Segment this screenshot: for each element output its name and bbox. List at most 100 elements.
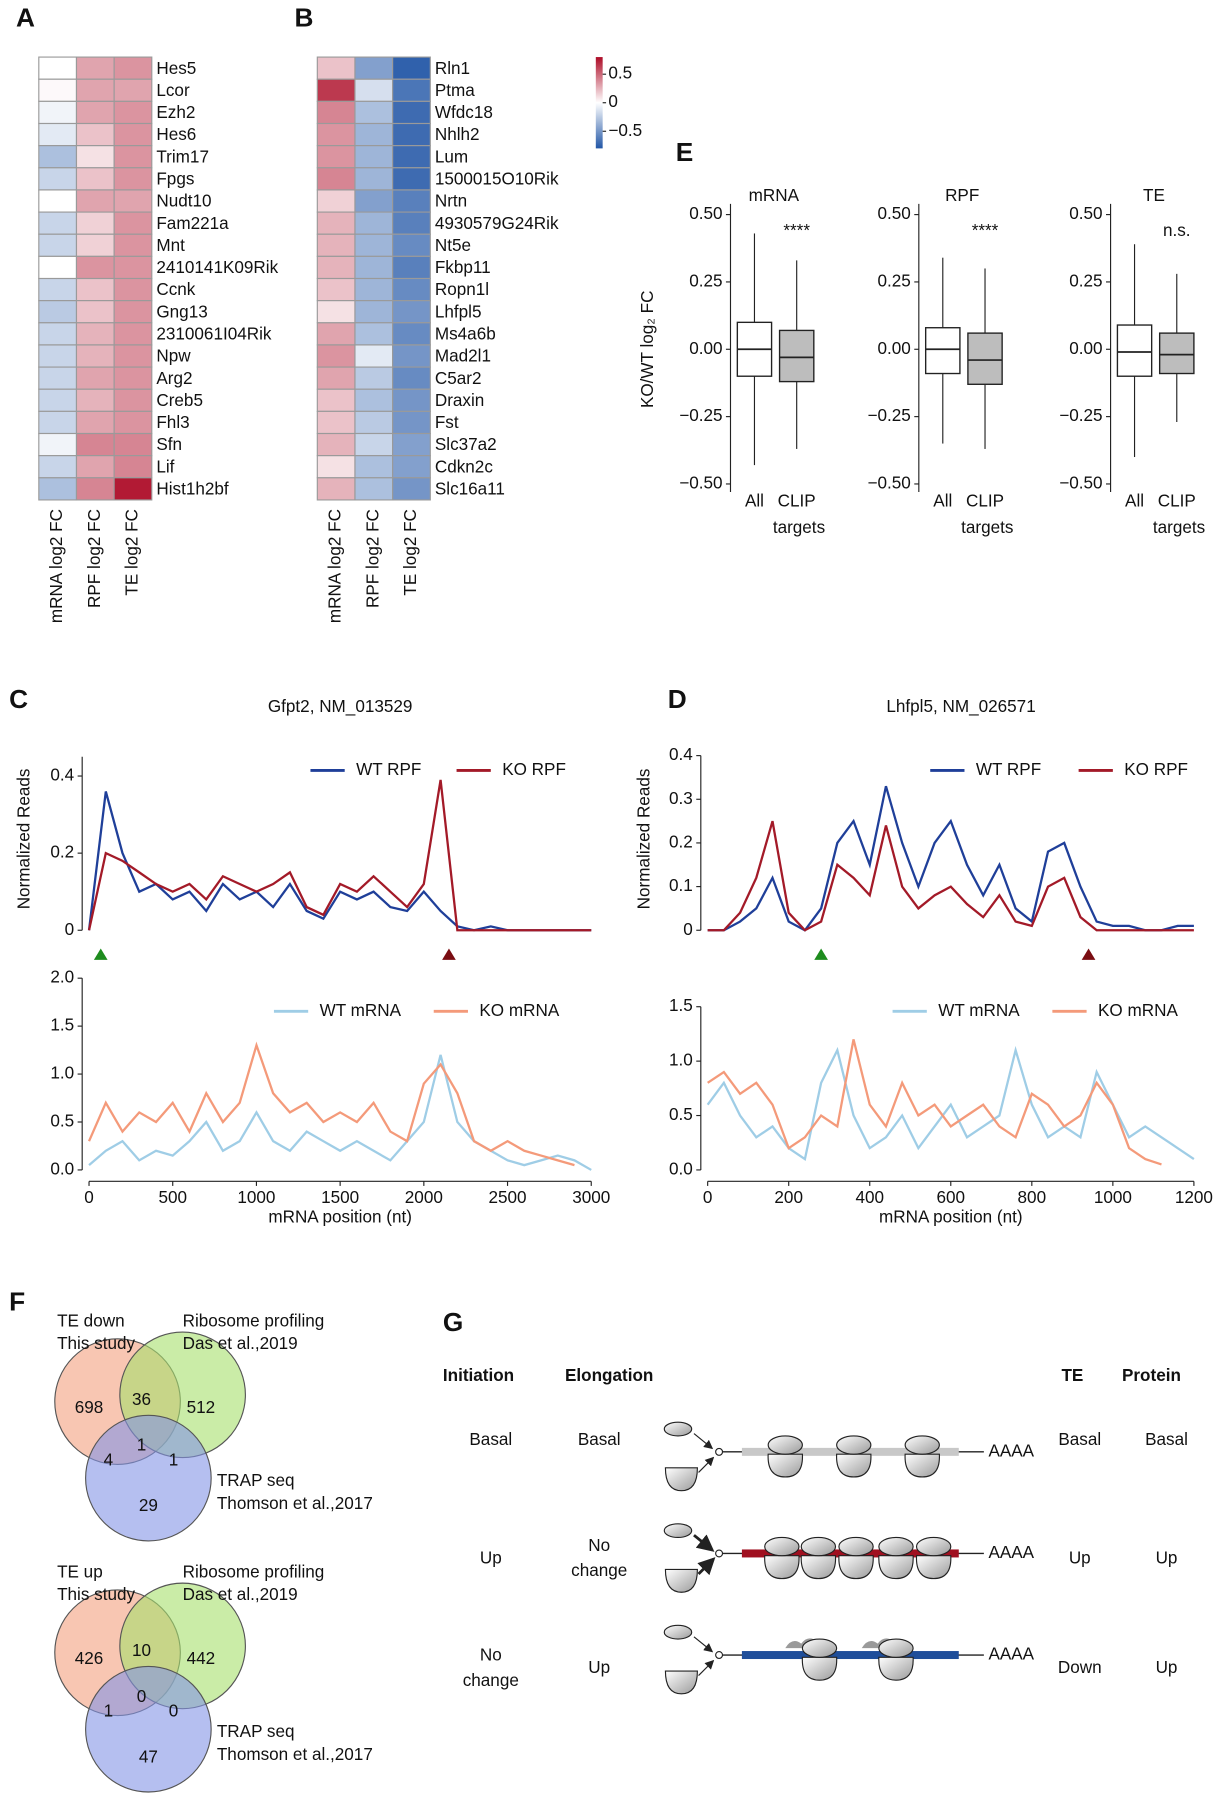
heat-cell — [392, 233, 431, 257]
series-line — [707, 1039, 1162, 1166]
cell-text: Up — [480, 1549, 502, 1568]
heat-cell — [316, 366, 356, 390]
heat-cell — [38, 432, 78, 457]
heat-cell — [38, 167, 78, 191]
panel-label: E — [676, 137, 694, 167]
heat-cell — [354, 455, 394, 479]
heat-cell — [113, 322, 153, 346]
panel-label: F — [9, 1286, 25, 1316]
venn-set — [85, 1414, 212, 1542]
cell-text: Basal — [469, 1430, 512, 1449]
cap — [715, 1447, 724, 1456]
heat-cell — [38, 100, 78, 125]
venn-count: 0 — [169, 1702, 179, 1721]
heat-cell — [354, 78, 394, 102]
arrow — [698, 1659, 715, 1676]
box — [924, 327, 961, 375]
heat-cell — [316, 145, 356, 169]
y-tick-label: 0.50 — [878, 204, 911, 223]
row-label: Nudt10 — [156, 192, 211, 211]
x-tick-label: 600 — [937, 1188, 966, 1207]
venn-set-label: This study — [57, 1585, 135, 1604]
arrow — [698, 1456, 715, 1473]
heat-cell — [75, 100, 115, 125]
heat-cell — [75, 56, 115, 80]
heat-cell — [38, 388, 78, 412]
ribosome-large — [767, 1453, 803, 1478]
free-large-subunit — [664, 1568, 698, 1593]
y-tick-label: 2.0 — [50, 968, 74, 987]
row-label: Fkbp11 — [435, 258, 491, 277]
series-line — [707, 785, 1194, 932]
x-tick-label: CLIP — [778, 492, 816, 511]
row-label: Nhlh2 — [435, 125, 480, 144]
y-axis-label: Normalized Reads — [634, 769, 653, 910]
heat-cell — [392, 189, 431, 213]
codon-marker — [442, 948, 456, 960]
panel-label: B — [294, 2, 313, 32]
x-tick-label: 500 — [158, 1188, 187, 1207]
y-tick-label: 0.50 — [1069, 204, 1102, 223]
row-label: 1500015O10Rik — [435, 170, 559, 189]
heat-cell — [113, 100, 153, 125]
panel-label: G — [443, 1307, 463, 1337]
free-large-subunit — [664, 1467, 698, 1492]
row-label: Fst — [435, 413, 459, 432]
row-label: Npw — [156, 347, 191, 366]
x-tick-label: 800 — [1018, 1188, 1047, 1207]
heat-cell — [316, 322, 356, 346]
legend-label: WT RPF — [976, 760, 1041, 779]
heat-cell — [392, 78, 431, 102]
heat-cell — [75, 78, 115, 102]
cell-text: Basal — [1145, 1430, 1188, 1449]
heat-cell — [113, 233, 153, 257]
x-tick-label: 0 — [703, 1188, 713, 1207]
venn-count: 1 — [137, 1436, 147, 1455]
arrow — [693, 1433, 714, 1450]
heat-cell — [38, 255, 78, 280]
heat-cell — [354, 410, 394, 435]
arrow — [697, 1557, 716, 1576]
cell-text: Up — [1156, 1549, 1178, 1568]
heat-cell — [392, 255, 431, 280]
cell-text: Up — [1156, 1658, 1178, 1677]
cell-text: No — [480, 1646, 502, 1665]
heat-cell — [354, 322, 394, 346]
free-small-subunit — [663, 1523, 693, 1539]
series-line — [87, 791, 592, 932]
y-tick-label: 0.5 — [669, 1105, 693, 1124]
row-label: 4930579G24Rik — [435, 214, 559, 233]
heat-cell — [113, 344, 153, 368]
row-label: Slc16a11 — [435, 480, 505, 499]
heat-cell — [354, 122, 394, 147]
heat-cell — [113, 122, 153, 147]
venn-count: 10 — [132, 1641, 151, 1660]
row-label: Hist1h2bf — [156, 480, 229, 499]
x-tick-label: 1000 — [1094, 1188, 1132, 1207]
heat-cell — [75, 322, 115, 346]
codon-marker — [814, 948, 828, 960]
heat-cell — [75, 255, 115, 280]
heat-cell — [75, 455, 115, 479]
heat-cell — [75, 167, 115, 191]
chart-title: Lhfpl5, NM_026571 — [886, 697, 1035, 716]
x-tick-label: targets — [1153, 518, 1205, 537]
significance: **** — [972, 221, 999, 240]
y-tick-label: 1.5 — [50, 1016, 74, 1035]
row-label: Lcor — [156, 81, 190, 100]
x-axis-label: mRNA position (nt) — [268, 1207, 412, 1226]
heat-cell — [316, 56, 356, 80]
y-tick-label: 0.25 — [878, 271, 911, 290]
heat-cell — [392, 100, 431, 125]
column-header: Protein — [1122, 1366, 1181, 1385]
venn-count: 442 — [187, 1649, 216, 1668]
heat-cell — [316, 300, 356, 324]
y-tick-label: 1.0 — [669, 1051, 693, 1070]
row-label: Nt5e — [435, 236, 471, 255]
x-tick-label: All — [933, 492, 952, 511]
row-label: Slc37a2 — [435, 435, 497, 454]
heat-cell — [316, 455, 356, 479]
heat-cell — [316, 211, 356, 235]
box — [967, 332, 1003, 385]
x-tick-label: targets — [961, 518, 1013, 537]
